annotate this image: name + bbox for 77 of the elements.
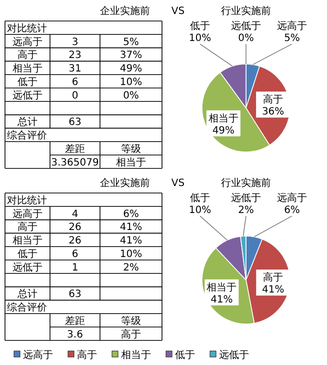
text: 高于 [18, 221, 38, 234]
slice-label: 远高于 [277, 192, 307, 204]
text: 41% [120, 236, 142, 247]
text: 远高于 [12, 36, 42, 48]
data-label: 36% [262, 106, 284, 118]
text: 远低于 [12, 261, 42, 274]
text: VS [171, 6, 185, 17]
text: 等级 [121, 143, 141, 155]
text: 37% [120, 50, 142, 62]
text: 相当于 [116, 156, 146, 168]
text: 6 [72, 77, 78, 88]
text: 5% [123, 36, 139, 48]
text: 0% [123, 90, 139, 102]
legend-label: 高于 [77, 349, 97, 361]
data-label: 5% [284, 33, 300, 44]
text: 10% [120, 77, 142, 88]
text: 综合评价 [7, 302, 47, 314]
slice-label: 远高于 [277, 20, 307, 32]
legend-label: 相当于 [121, 349, 151, 361]
slice-label: 高于 [263, 94, 284, 106]
text: 31 [68, 64, 82, 75]
slice-label: 高于 [263, 272, 284, 284]
data-label: 41% [262, 284, 284, 296]
data-label: 41% [210, 294, 233, 306]
text: 41% [120, 222, 142, 234]
text: 6% [123, 208, 139, 220]
data-label: 49% [212, 125, 235, 136]
text: 差距 [65, 315, 85, 327]
text: 对比统计 [7, 22, 47, 34]
data-label: 6% [284, 205, 300, 216]
text: 企业实施前 [100, 5, 150, 17]
text: 差距 [65, 143, 85, 155]
text: 6 [72, 249, 78, 260]
text: 4 [72, 208, 78, 220]
text: 总计 [16, 116, 38, 128]
text: 63 [68, 289, 82, 300]
text: 0 [72, 90, 78, 102]
text: 23 [68, 50, 82, 62]
chart-title: 行业实施前 [221, 5, 271, 17]
text: 0% [238, 33, 254, 44]
text: 3.6 [67, 329, 83, 340]
text: 远低于 [12, 89, 42, 102]
text: 3.365079 [51, 157, 99, 168]
text: 26 [68, 222, 82, 234]
text: 高于 [18, 49, 38, 62]
text: 低于 [18, 77, 38, 88]
text: 10% [120, 249, 142, 260]
text: 高于 [121, 328, 141, 340]
text: 低于 [18, 249, 38, 260]
text: 49% [120, 64, 142, 75]
slice-label: 低于 [190, 193, 210, 204]
slice-label: 远低于 [231, 192, 261, 204]
text: 63 [68, 117, 82, 128]
slice-label: 相当于 [206, 281, 237, 294]
text: VS [171, 178, 185, 189]
text: 等级 [121, 315, 141, 327]
legend-label: 远高于 [23, 349, 53, 361]
text: 企业实施前 [100, 177, 150, 189]
chart-title: 行业实施前 [221, 177, 271, 189]
legend-label: 低于 [175, 350, 195, 361]
text: 相当于 [12, 234, 42, 247]
legend-label: 远低于 [219, 349, 249, 361]
text: 对比统计 [7, 194, 47, 206]
data-label: 10% [188, 33, 212, 44]
category-label: 远低于 [231, 21, 261, 32]
text: 总计 [16, 288, 38, 300]
data-label: 2% [238, 205, 254, 216]
data-label: 10% [188, 205, 212, 216]
text: 远高于 [12, 208, 42, 220]
text: 26 [68, 236, 82, 247]
slice-label: 低于 [190, 21, 210, 32]
text: 综合评价 [7, 130, 47, 142]
text: 2% [123, 262, 139, 274]
text: 3 [72, 36, 78, 48]
text: 1 [72, 262, 78, 274]
slice-label: 相当于 [208, 112, 238, 124]
text: 相当于 [12, 62, 42, 75]
